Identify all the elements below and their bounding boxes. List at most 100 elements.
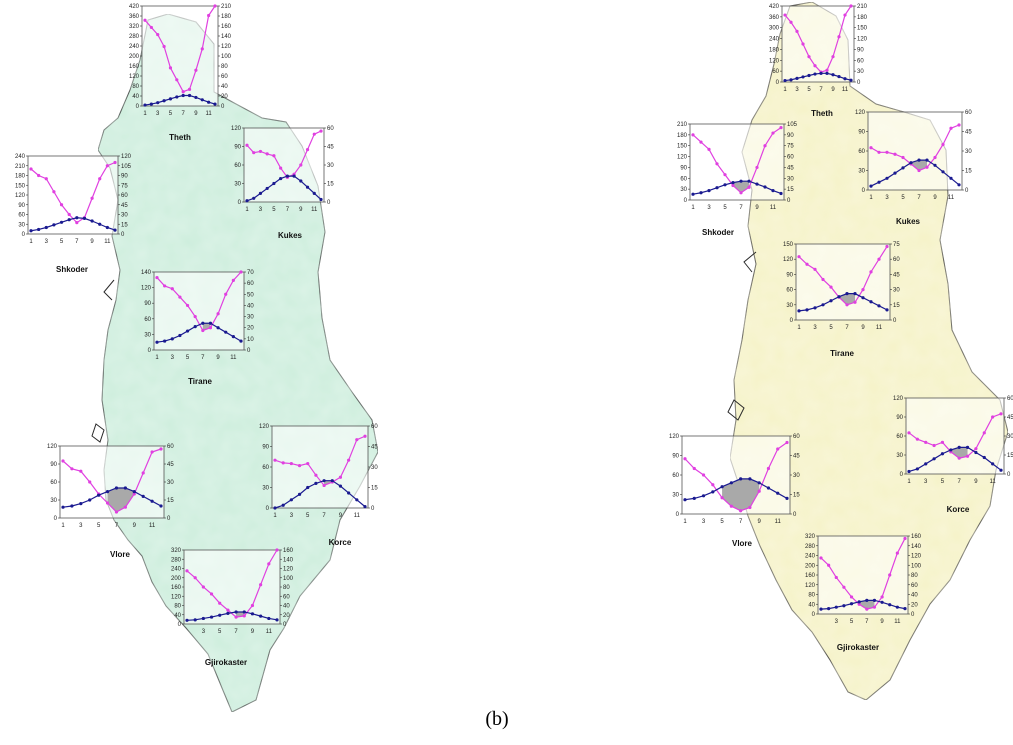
station-label: Kukes (896, 217, 921, 226)
left-tick-label: 200 (129, 54, 140, 60)
left-tick-label: 120 (259, 424, 270, 430)
temperature-point (699, 191, 703, 195)
temperature-point (845, 292, 849, 296)
right-tick-label: 60 (221, 74, 228, 80)
left-tick-label: 40 (132, 94, 139, 100)
temperature-point (999, 468, 1003, 472)
temperature-point (82, 216, 87, 220)
x-tick-label: 3 (45, 239, 49, 245)
left-tick-label: 320 (805, 534, 816, 540)
left-tick-label: 300 (769, 26, 780, 32)
temperature-point (757, 481, 761, 485)
x-tick-label: 9 (216, 355, 220, 361)
x-tick-label: 5 (807, 87, 811, 93)
precipitation-point (739, 509, 743, 513)
temperature-point (869, 300, 873, 304)
x-tick-label: 11 (990, 479, 997, 485)
precipitation-point (957, 456, 961, 460)
x-tick-label: 7 (958, 479, 962, 485)
left-tick-label: 280 (129, 34, 140, 40)
temperature-point (982, 455, 986, 460)
x-tick-label: 11 (775, 519, 782, 525)
right-tick-label: 160 (221, 24, 232, 30)
precipitation-point (259, 583, 263, 587)
left-tick-label: 30 (234, 182, 241, 188)
temperature-point (149, 102, 153, 106)
precipitation-point (216, 312, 220, 316)
precipitation-point (150, 450, 154, 454)
plot-area (905, 397, 1005, 475)
precipitation-point (273, 458, 277, 462)
temperature-point (691, 192, 695, 196)
precipitation-point (281, 461, 285, 465)
left-tick-label: 40 (174, 613, 181, 619)
precipitation-point (720, 496, 724, 500)
x-tick-label: 3 (156, 111, 160, 117)
temperature-point (168, 97, 173, 101)
left-tick-label: 30 (680, 187, 687, 193)
left-tick-label: 30 (896, 453, 903, 459)
precipitation-point (141, 471, 145, 475)
temperature-point (991, 462, 995, 466)
temperature-point (213, 102, 217, 106)
precipitation-point (869, 270, 873, 274)
precipitation-point (155, 275, 159, 280)
temperature-point (141, 494, 145, 498)
precipitation-point (67, 212, 71, 217)
temperature-point (299, 179, 303, 183)
right-tick-label: 0 (793, 512, 797, 518)
precipitation-point (807, 55, 811, 59)
right-tick-label: 15 (1007, 453, 1013, 459)
left-tick-label: 180 (677, 133, 688, 139)
x-tick-label: 7 (234, 629, 238, 635)
precipitation-point (363, 434, 367, 438)
left-tick-label: 90 (858, 130, 865, 136)
precipitation-point (821, 277, 825, 282)
station-label: Gjirokaster (837, 643, 879, 652)
precipitation-point (865, 607, 869, 611)
temperature-point (322, 479, 326, 483)
precipitation-point (299, 163, 303, 167)
plot-area (27, 155, 119, 235)
left-tick-label: 150 (677, 144, 688, 150)
precipitation-point (885, 244, 889, 249)
temperature-point (314, 481, 318, 485)
right-tick-label: 0 (893, 318, 897, 324)
precipitation-point (757, 489, 761, 493)
precipitation-line (820, 538, 906, 610)
right-tick-label: 30 (857, 69, 864, 75)
left-tick-label: 80 (174, 604, 181, 610)
temperature-point (279, 176, 283, 181)
left-tick-label: 140 (141, 270, 152, 276)
precipitation-point (252, 151, 256, 155)
station-label: Kukes (278, 231, 303, 240)
x-tick-label: 11 (876, 325, 883, 331)
x-tick-label: 7 (739, 205, 743, 211)
left-tick-label: 30 (144, 332, 151, 338)
precipitation-point (880, 595, 884, 599)
chart-vlore-a: 0 30 60 90 120 0 15 30 45 60 1 3 5 7 9 11 Vlore (47, 444, 174, 559)
temperature-point (234, 610, 238, 614)
coastline-detail-b (727, 251, 757, 421)
precipitation-point (185, 569, 189, 573)
x-tick-label: 5 (272, 207, 276, 213)
x-tick-label: 7 (819, 87, 823, 93)
right-tick-label: 30 (1007, 434, 1013, 440)
temperature-point (813, 72, 817, 76)
right-tick-label: 60 (327, 126, 334, 132)
precipitation-point (795, 29, 799, 33)
x-tick-label: 7 (845, 325, 849, 331)
precipitation-point (739, 191, 743, 195)
x-tick-label: 5 (218, 629, 222, 635)
right-tick-label: 15 (793, 493, 800, 499)
temperature-point (105, 225, 109, 230)
temperature-point (825, 71, 829, 75)
right-tick-label: 40 (247, 303, 254, 309)
precipitation-point (258, 149, 263, 154)
temperature-point (720, 485, 724, 489)
temperature-point (885, 176, 889, 180)
temperature-point (827, 607, 831, 611)
x-tick-label: 7 (182, 111, 186, 117)
temperature-point (79, 502, 83, 506)
right-tick-label: 60 (247, 281, 254, 287)
